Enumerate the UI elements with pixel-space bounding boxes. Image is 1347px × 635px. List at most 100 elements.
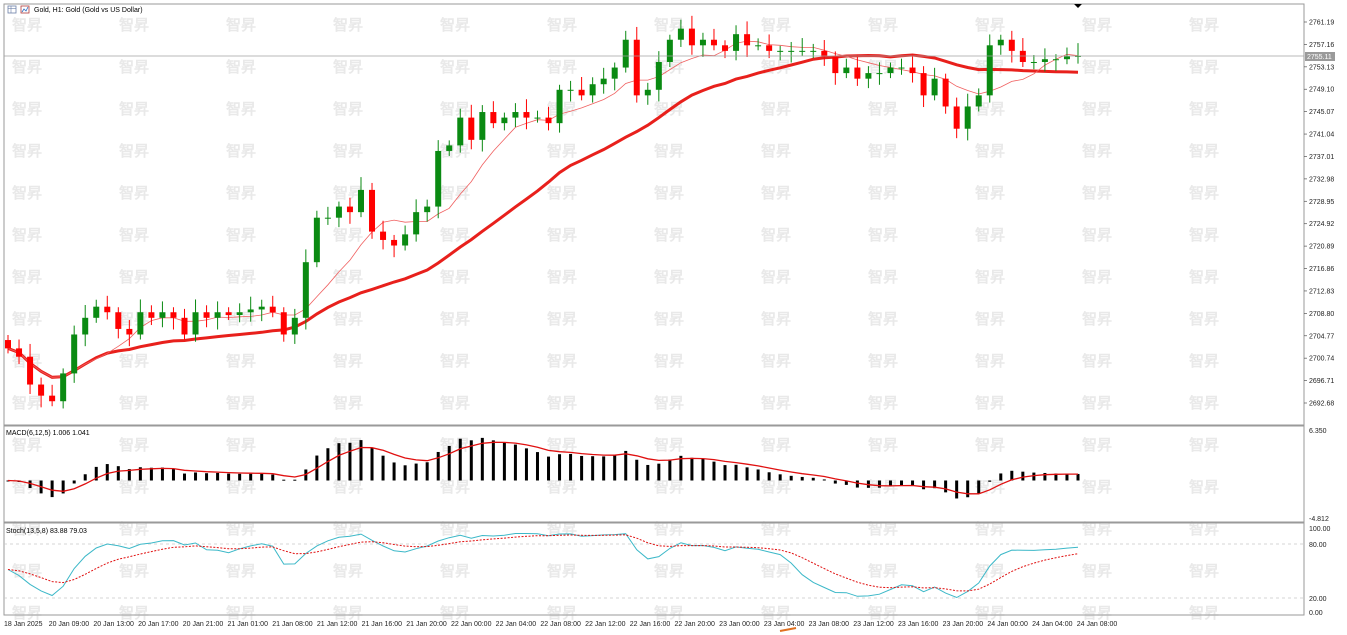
candle[interactable] — [104, 295, 111, 320]
candle[interactable] — [27, 343, 34, 394]
candle[interactable] — [953, 97, 960, 139]
candle[interactable] — [1030, 55, 1037, 70]
candle[interactable] — [909, 54, 916, 83]
candle[interactable] — [710, 28, 717, 51]
candle[interactable] — [567, 80, 574, 102]
candle[interactable] — [214, 301, 221, 330]
candle[interactable] — [148, 305, 155, 326]
candle[interactable] — [699, 32, 706, 57]
candle[interactable] — [446, 140, 453, 156]
candle[interactable] — [997, 34, 1004, 55]
candle[interactable] — [1019, 38, 1026, 67]
candle[interactable] — [402, 225, 409, 251]
candle[interactable] — [843, 58, 850, 79]
candle[interactable] — [71, 325, 78, 383]
candle[interactable] — [688, 15, 695, 55]
candle[interactable] — [236, 303, 243, 323]
candle[interactable] — [534, 110, 541, 123]
candle[interactable] — [1075, 43, 1081, 64]
candle[interactable] — [920, 66, 927, 108]
candle[interactable] — [578, 77, 585, 101]
candle[interactable] — [821, 40, 828, 66]
candle[interactable] — [435, 140, 442, 219]
candle[interactable] — [280, 307, 287, 342]
candle[interactable] — [82, 305, 89, 347]
candle[interactable] — [865, 66, 872, 89]
candle[interactable] — [964, 93, 971, 141]
candle[interactable] — [677, 19, 684, 47]
candle[interactable] — [655, 51, 662, 102]
candle[interactable] — [876, 62, 883, 85]
candle[interactable] — [247, 296, 254, 322]
candle[interactable] — [611, 62, 618, 91]
candle[interactable] — [357, 177, 364, 218]
candle[interactable] — [159, 301, 166, 328]
candle[interactable] — [622, 30, 629, 73]
candle[interactable] — [633, 26, 640, 103]
candle[interactable] — [501, 112, 508, 131]
candle[interactable] — [722, 40, 729, 59]
candle[interactable] — [986, 34, 993, 103]
candle[interactable] — [545, 106, 552, 131]
chart-settings-icon[interactable] — [20, 5, 30, 14]
candle[interactable] — [975, 88, 982, 112]
candle[interactable] — [170, 307, 177, 330]
candle[interactable] — [225, 307, 232, 321]
candle[interactable] — [369, 182, 376, 239]
candle[interactable] — [479, 105, 486, 152]
candle[interactable] — [1008, 30, 1015, 63]
candle[interactable] — [324, 206, 331, 225]
scroll-shift-marker-icon[interactable] — [1074, 4, 1082, 8]
chart-window-icon[interactable] — [7, 5, 17, 14]
candle[interactable] — [413, 199, 420, 242]
candlestick-series[interactable] — [5, 15, 1081, 409]
candle[interactable] — [391, 234, 398, 258]
candle[interactable] — [854, 54, 861, 86]
candle[interactable] — [5, 335, 11, 354]
candle[interactable] — [181, 308, 188, 340]
candle[interactable] — [346, 197, 353, 224]
candle[interactable] — [666, 34, 673, 67]
candle[interactable] — [60, 368, 67, 409]
candle[interactable] — [203, 305, 210, 328]
candle[interactable] — [887, 62, 894, 79]
candle[interactable] — [512, 103, 519, 128]
candle[interactable] — [126, 320, 133, 347]
candle[interactable] — [777, 45, 784, 61]
candle[interactable] — [832, 51, 839, 85]
candle[interactable] — [335, 201, 342, 228]
candle[interactable] — [1052, 54, 1059, 71]
candle[interactable] — [490, 101, 497, 129]
candle[interactable] — [457, 108, 464, 153]
candle[interactable] — [468, 104, 475, 150]
candle[interactable] — [766, 34, 773, 59]
candle[interactable] — [424, 199, 431, 222]
candle[interactable] — [16, 339, 23, 364]
candle[interactable] — [644, 82, 651, 105]
candle[interactable] — [556, 84, 563, 133]
candle[interactable] — [258, 299, 265, 322]
candle[interactable] — [600, 67, 607, 94]
candle[interactable] — [755, 38, 762, 51]
candle[interactable] — [313, 210, 320, 268]
candle[interactable] — [38, 377, 45, 408]
candle[interactable] — [192, 299, 199, 342]
candle[interactable] — [898, 58, 905, 75]
candle[interactable] — [137, 299, 144, 340]
scroll-indicator[interactable] — [779, 627, 797, 632]
candle[interactable] — [942, 73, 949, 114]
candle[interactable] — [1041, 48, 1048, 72]
candle[interactable] — [788, 41, 795, 63]
candle[interactable] — [523, 99, 530, 130]
candle[interactable] — [931, 67, 938, 101]
candle[interactable] — [49, 384, 56, 407]
candle[interactable] — [269, 295, 276, 318]
candle[interactable] — [744, 21, 751, 57]
candle[interactable] — [589, 77, 596, 103]
candle[interactable] — [302, 249, 309, 330]
candle[interactable] — [380, 220, 387, 250]
candle[interactable] — [93, 299, 100, 323]
candle[interactable] — [291, 308, 298, 344]
candle[interactable] — [799, 38, 806, 56]
